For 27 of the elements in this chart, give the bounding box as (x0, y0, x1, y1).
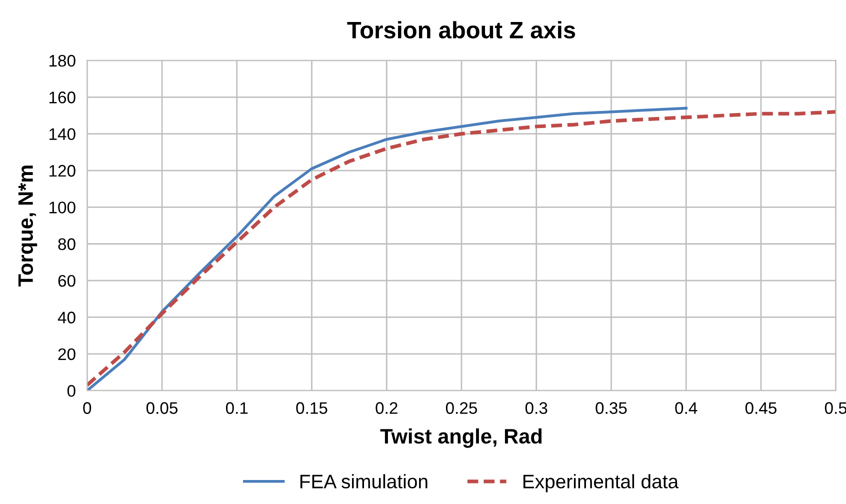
x-tick-label: 0.4 (675, 402, 698, 414)
y-tick-label: 0 (67, 385, 76, 397)
y-tick-label: 140 (49, 128, 76, 140)
x-tick-label: 0.45 (745, 402, 776, 414)
y-tick-label: 40 (58, 312, 76, 324)
y-tick-label: 100 (49, 202, 76, 214)
x-tick-label: 0.3 (525, 402, 548, 414)
x-tick-label: 0.25 (446, 402, 478, 414)
line-series (87, 106, 688, 391)
x-tick-label: 0.15 (296, 402, 328, 414)
x-axis-title: Twist angle, Rad (380, 428, 542, 448)
line-series (87, 110, 836, 387)
y-tick-label: 120 (49, 164, 76, 177)
y-axis-title: Torque, N*m (18, 166, 38, 286)
x-tick-label: 0 (83, 402, 92, 414)
x-tick-label: 0.05 (146, 402, 178, 414)
legend-label: Experimental data (523, 474, 679, 492)
y-tick-label: 180 (49, 54, 76, 67)
legend-label: FEA simulation (300, 474, 428, 488)
y-tick-label: 20 (58, 348, 76, 360)
x-tick-label: 0.1 (226, 402, 248, 414)
y-tick-label: 80 (58, 238, 76, 250)
chart-title: Torsion about Z axis (347, 21, 576, 38)
y-tick-label: 160 (49, 92, 76, 104)
y-tick-label: 60 (58, 274, 76, 287)
x-tick-label: 0.35 (596, 402, 627, 414)
x-tick-label: 0.2 (376, 402, 398, 414)
